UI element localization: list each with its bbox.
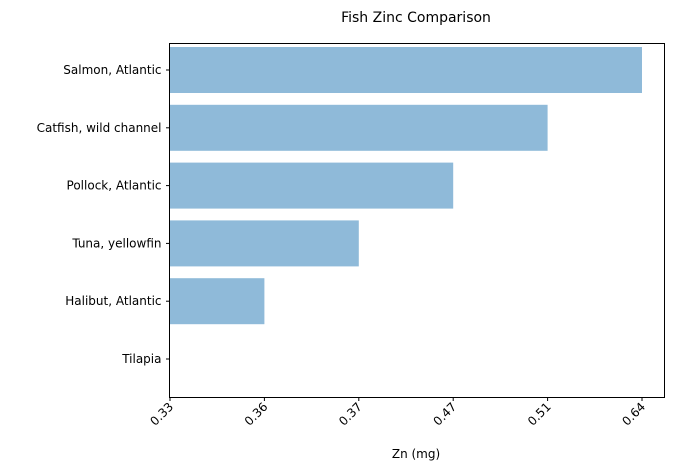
y-tick-label-3: Tuna, yellowfin: [71, 236, 161, 250]
chart-title: Fish Zinc Comparison: [341, 10, 491, 26]
bar-3: [170, 220, 359, 267]
y-tick-label-0: Salmon, Atlantic: [63, 63, 161, 77]
x-tick-label-0: 0.33: [147, 400, 176, 429]
x-tick-label-2: 0.37: [336, 400, 365, 429]
bar-2: [170, 162, 454, 209]
y-tick-label-2: Pollock, Atlantic: [67, 179, 162, 193]
bar-0: [170, 47, 642, 93]
plot-frame: [169, 43, 665, 398]
bars-group: [170, 47, 642, 325]
bar-4: [170, 278, 265, 325]
y-tick-label-4: Halibut, Atlantic: [65, 294, 161, 308]
y-tick-label-5: Tilapia: [121, 352, 161, 366]
x-tick-label-4: 0.51: [525, 400, 554, 429]
x-tick-label-3: 0.47: [431, 400, 460, 429]
y-axis-ticks: Salmon, Atlantic Catfish, wild channel Pol…: [37, 63, 170, 366]
bar-1: [170, 104, 548, 151]
x-tick-label-5: 0.64: [619, 400, 648, 429]
x-axis-ticks: 0.33 0.36 0.37 0.47 0.51 0.64: [147, 397, 648, 429]
y-tick-label-1: Catfish, wild channel: [37, 121, 162, 135]
x-axis-label: Zn (mg): [392, 447, 440, 461]
x-tick-label-1: 0.36: [242, 400, 271, 429]
